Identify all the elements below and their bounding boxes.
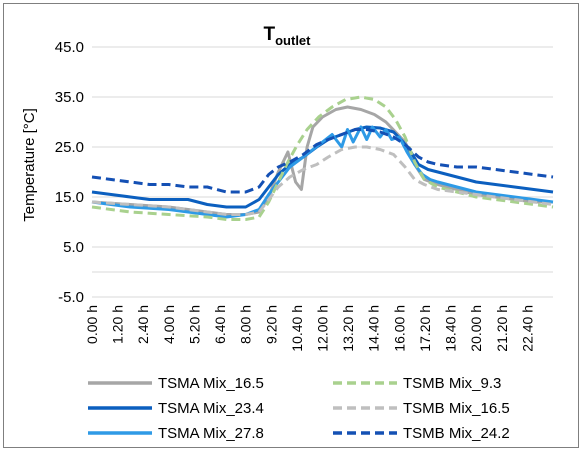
series-line (91, 128, 554, 194)
y-tick-labels: 45.0 35.0 25.0 15.0 5.0 -5.0 (55, 39, 84, 306)
x-tick-label: 12.00 h (315, 305, 331, 352)
x-tick-label: 20.00 h (468, 305, 484, 352)
y-tick-label: 25.0 (55, 139, 84, 156)
grid-lines (92, 46, 553, 298)
legend: TSMA Mix_16.5 TSMA Mix_23.4 TSMA Mix_27.8 T… (88, 375, 510, 442)
x-tick-label: 6.40 h (212, 305, 228, 344)
chart-title-main: T (264, 24, 276, 45)
series-line (91, 125, 554, 219)
x-tick-label: 4.00 h (161, 305, 177, 344)
x-tick-label: 5.20 h (186, 305, 202, 344)
x-tick-label: 17.20 h (417, 305, 433, 352)
x-tick-label: 22.40 h (519, 305, 535, 352)
y-tick-label: -5.0 (58, 289, 84, 306)
x-tick-label: 18.40 h (443, 305, 459, 352)
legend-label: TSMB Mix_16.5 (403, 400, 510, 417)
x-tick-label: 13.20 h (340, 305, 356, 352)
chart-title: Toutlet (264, 24, 312, 48)
legend-label: TSMB Mix_9.3 (403, 375, 501, 392)
y-tick-label: 15.0 (55, 189, 84, 206)
y-tick-label: 45.0 (55, 39, 84, 56)
x-tick-label: 8.00 h (238, 305, 254, 344)
x-tick-label: 14.40 h (366, 305, 382, 352)
y-tick-label: 35.0 (55, 89, 84, 106)
series-lines (91, 95, 554, 221)
series-line (91, 145, 554, 216)
x-tick-label: 21.20 h (494, 305, 510, 352)
x-tick-label: 1.20 h (110, 305, 126, 344)
legend-label: TSMA Mix_23.4 (158, 400, 264, 417)
legend-label: TSMB Mix_24.2 (403, 425, 510, 442)
x-tick-label: 16.00 h (391, 305, 407, 352)
x-tick-label: 0.00 h (84, 305, 100, 344)
x-tick-label: 9.20 h (263, 305, 279, 344)
y-axis-label: Temperature [°C] (21, 108, 38, 222)
y-tick-label: 5.0 (63, 239, 84, 256)
x-tick-label: 10.40 h (289, 305, 305, 352)
legend-label: TSMA Mix_27.8 (158, 425, 264, 442)
chart-title-subscript: outlet (275, 33, 311, 48)
series-line (91, 95, 554, 221)
x-tick-labels: 0.00 h 1.20 h 2.40 h 4.00 h 5.20 h 6.40 h 8.00… (84, 305, 535, 352)
legend-label: TSMA Mix_16.5 (158, 375, 264, 392)
chart-frame (3, 3, 579, 448)
x-tick-label: 2.40 h (135, 305, 151, 344)
